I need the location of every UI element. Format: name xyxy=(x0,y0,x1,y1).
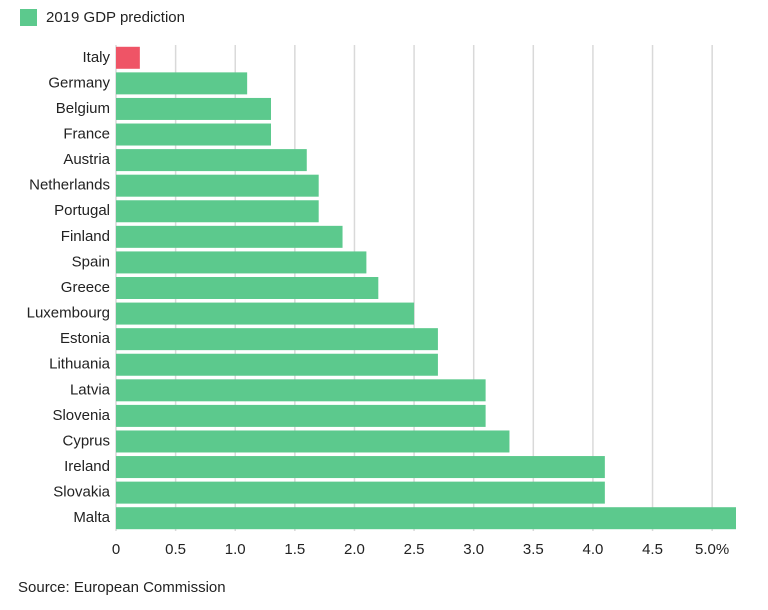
x-tick-label: 2.5 xyxy=(404,541,425,558)
bar xyxy=(116,404,486,427)
y-tick-label: Cyprus xyxy=(62,432,110,449)
x-tick-label: 1.0 xyxy=(225,541,246,558)
bar xyxy=(116,328,438,351)
y-tick-label: Italy xyxy=(82,49,110,66)
bar xyxy=(116,72,248,95)
bar xyxy=(116,123,271,146)
y-tick-label: Greece xyxy=(61,279,110,296)
x-tick-label: 0.5 xyxy=(165,541,186,558)
y-tick-label: Estonia xyxy=(60,330,111,347)
bar xyxy=(116,277,379,299)
bar xyxy=(116,251,367,274)
bar xyxy=(116,225,343,248)
y-tick-label: Spain xyxy=(72,253,110,270)
bar xyxy=(116,430,510,453)
bar xyxy=(116,174,319,197)
y-tick-label: Lithuania xyxy=(49,356,111,373)
legend-swatch xyxy=(20,9,37,26)
bar xyxy=(116,149,307,172)
x-tick-label: 4.0 xyxy=(582,541,603,558)
x-tick-label: 3.5 xyxy=(523,541,544,558)
x-tick-label: 0 xyxy=(112,541,120,558)
bar xyxy=(116,46,140,69)
y-tick-label: Latvia xyxy=(70,381,111,398)
bar xyxy=(116,353,438,376)
x-tick-label: 4.5 xyxy=(642,541,663,558)
y-tick-label: Finland xyxy=(61,228,110,245)
bar xyxy=(116,456,605,479)
x-tick-label: 2.0 xyxy=(344,541,365,558)
bar xyxy=(116,302,415,325)
legend-label: 2019 GDP prediction xyxy=(46,9,185,26)
y-tick-label: Luxembourg xyxy=(27,305,110,322)
y-tick-label: Germany xyxy=(48,74,110,91)
bar xyxy=(116,379,486,402)
x-tick-label: 3.0 xyxy=(463,541,484,558)
x-tick-label: 5.0% xyxy=(695,541,729,558)
y-tick-label: Belgium xyxy=(56,100,110,117)
y-tick-label: Slovakia xyxy=(53,484,110,501)
y-tick-label: Slovenia xyxy=(52,407,110,424)
y-tick-label: Ireland xyxy=(64,458,110,475)
y-tick-label: Malta xyxy=(73,509,110,526)
bar xyxy=(116,507,736,530)
bar xyxy=(116,97,271,120)
bar xyxy=(116,481,605,504)
y-tick-label: Austria xyxy=(63,151,110,168)
y-tick-label: France xyxy=(63,125,110,142)
y-tick-label: Netherlands xyxy=(29,177,110,194)
bar xyxy=(116,200,319,223)
x-tick-label: 1.5 xyxy=(284,541,305,558)
source: Source: European Commission xyxy=(18,579,226,596)
y-tick-label: Portugal xyxy=(54,202,110,219)
